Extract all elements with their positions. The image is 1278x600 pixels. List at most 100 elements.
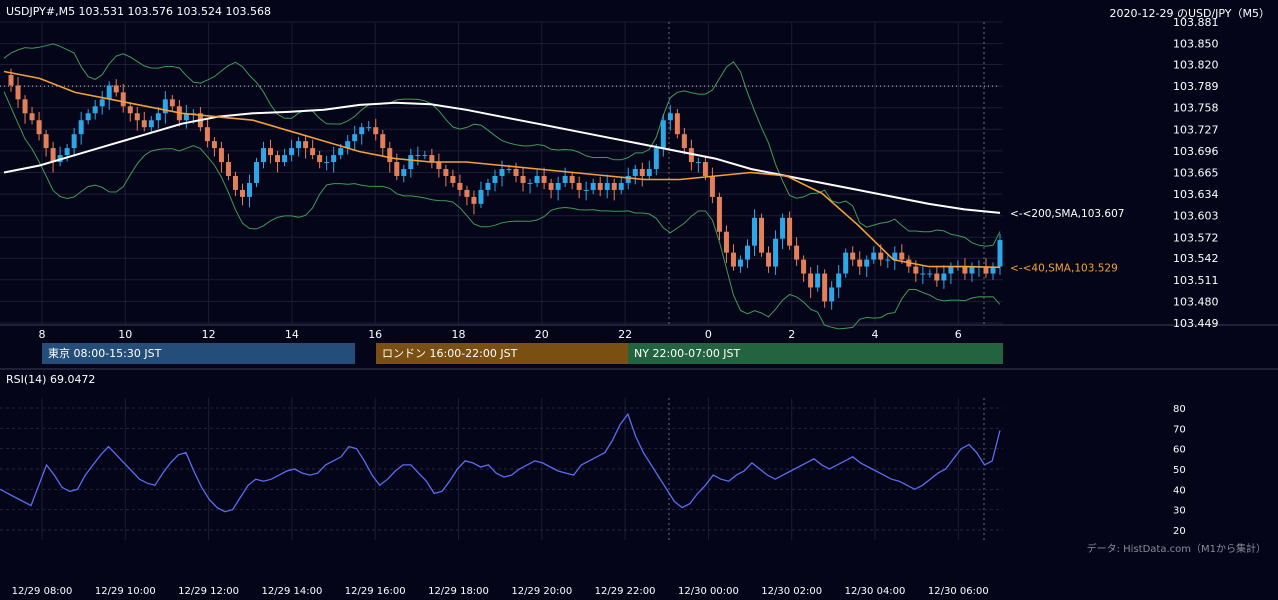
rsi-label: RSI(14) 69.0472 — [6, 373, 96, 386]
candle-down — [513, 169, 519, 176]
candle-up — [527, 182, 533, 184]
candle-down — [127, 106, 133, 114]
candle-down — [709, 175, 715, 197]
candle-down — [548, 182, 554, 190]
candle-up — [780, 217, 786, 239]
candle-down — [674, 113, 680, 135]
rsi-line — [0, 412, 1001, 513]
candle-up — [583, 189, 589, 191]
candle-up — [261, 148, 267, 163]
candle-down — [457, 182, 463, 190]
candle-down — [169, 99, 175, 107]
candle-up — [653, 148, 659, 170]
candle-down — [22, 99, 28, 114]
candle-up — [352, 134, 358, 142]
rsi-tick-label: 70 — [1173, 424, 1186, 435]
candle-down — [218, 148, 224, 163]
candle-up — [71, 134, 77, 149]
candle-up — [646, 169, 652, 176]
candle-down — [471, 196, 477, 204]
candle-up — [99, 99, 105, 107]
candle-up — [415, 155, 421, 157]
hour-tick-label: 6 — [955, 328, 962, 341]
hour-tick-label: 4 — [872, 328, 879, 341]
candle-down — [43, 134, 49, 149]
rsi-tick-label: 60 — [1173, 445, 1186, 456]
candle-up — [155, 113, 161, 121]
candle-down — [801, 259, 807, 274]
candle-up — [920, 273, 926, 275]
candle-up — [752, 217, 758, 246]
candle-up — [366, 127, 372, 129]
candle-up — [485, 182, 491, 190]
sma200-annotation: <-<200,SMA,103.607 — [1010, 208, 1124, 220]
candle-down — [808, 273, 814, 288]
price-tick-label: 103.511 — [1173, 274, 1219, 287]
datetime-tick-label: 12/29 10:00 — [95, 586, 156, 597]
candle-up — [282, 155, 288, 163]
candle-up — [885, 259, 891, 261]
candle-down — [303, 141, 309, 149]
candle-up — [246, 182, 252, 197]
candle-up — [254, 162, 260, 183]
price-tick-label: 103.727 — [1173, 123, 1219, 136]
session-newyork: NY 22:00-07:00 JST — [628, 343, 1003, 364]
candle-down — [394, 162, 400, 176]
candle-down — [759, 217, 765, 253]
candle-up — [836, 273, 842, 288]
candle-down — [275, 155, 281, 163]
candle-up — [324, 162, 330, 164]
candle-down — [857, 259, 863, 267]
candle-down — [8, 74, 14, 86]
candle-down — [436, 162, 442, 170]
candle-down — [29, 113, 35, 121]
candle-down — [822, 273, 828, 302]
candle-down — [716, 196, 722, 232]
hour-tick-label: 0 — [705, 328, 712, 341]
candle-up — [85, 113, 91, 121]
candle-down — [387, 148, 393, 163]
chart-date-title: 2020-12-29 のUSD/JPY（M5） — [1109, 7, 1270, 20]
candle-down — [141, 120, 147, 128]
rsi-tick-label: 80 — [1173, 404, 1186, 415]
candle-up — [625, 175, 631, 183]
candle-down — [134, 113, 140, 121]
candle-down — [913, 266, 919, 274]
candle-down — [232, 175, 238, 190]
candle-up — [64, 148, 70, 156]
datetime-tick-label: 12/30 00:00 — [678, 586, 739, 597]
candle-up — [492, 175, 498, 183]
candle-up — [331, 155, 337, 163]
bollinger-upper-band — [3, 43, 1001, 247]
candle-down — [211, 141, 217, 149]
candle-down — [317, 155, 323, 163]
price-tick-label: 103.665 — [1173, 167, 1219, 180]
candle-up — [604, 182, 610, 190]
candle-down — [380, 134, 386, 149]
candle-down — [50, 148, 56, 163]
candle-down — [569, 175, 575, 183]
candle-down — [766, 252, 772, 267]
candle-up — [506, 169, 512, 171]
candle-up — [359, 127, 365, 135]
datetime-tick-label: 12/29 14:00 — [261, 586, 322, 597]
candle-up — [773, 238, 779, 267]
candle-down — [850, 252, 856, 260]
candle-down — [962, 266, 968, 274]
price-tick-label: 103.449 — [1173, 317, 1219, 330]
candle-up — [997, 240, 1003, 267]
candle-up — [829, 287, 835, 302]
candle-up — [478, 189, 484, 204]
candle-down — [878, 252, 884, 260]
candle-up — [78, 120, 84, 135]
datetime-tick-label: 12/30 04:00 — [845, 586, 906, 597]
session-london: ロンドン 16:00-22:00 JST — [376, 343, 628, 364]
sma40-line — [3, 70, 1001, 269]
candle-down — [576, 182, 582, 190]
candle-up — [408, 155, 414, 170]
candle-down — [688, 148, 694, 163]
candle-up — [401, 169, 407, 176]
candle-down — [15, 85, 21, 100]
candle-down — [983, 266, 989, 274]
hour-tick-label: 16 — [368, 328, 382, 341]
